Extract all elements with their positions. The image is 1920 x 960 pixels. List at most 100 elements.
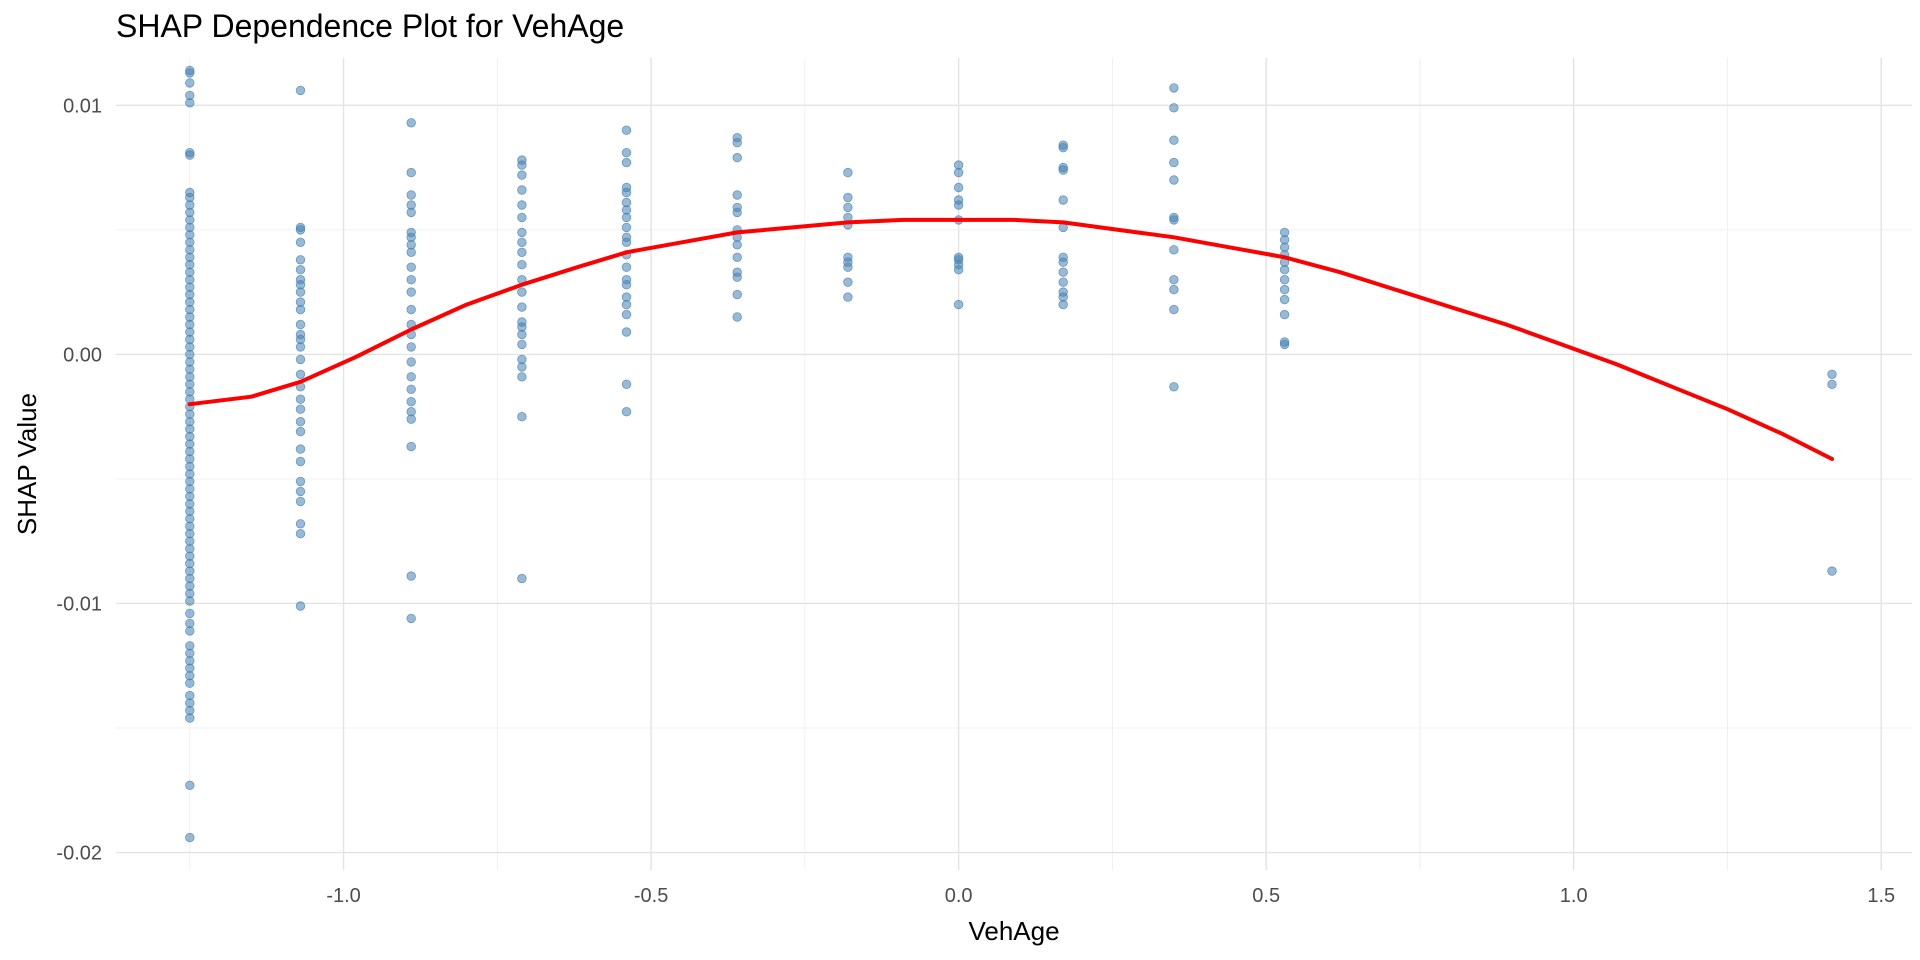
data-point — [1058, 142, 1068, 153]
data-point — [295, 85, 306, 96]
data-point — [406, 357, 416, 367]
major-gridlines — [116, 58, 1912, 870]
data-point — [406, 262, 416, 272]
x-tick-label: -0.5 — [634, 885, 668, 907]
data-point — [1058, 195, 1068, 205]
minor-gridlines — [116, 58, 1912, 870]
data-point — [843, 202, 853, 213]
data-point — [621, 407, 632, 417]
data-point — [406, 441, 416, 452]
data-point — [517, 412, 527, 422]
data-point — [295, 354, 306, 365]
data-point — [406, 571, 416, 581]
data-point — [621, 309, 632, 320]
data-point — [406, 287, 416, 297]
data-point — [1169, 175, 1179, 185]
data-point — [517, 362, 527, 372]
data-point — [1279, 284, 1290, 295]
data-point — [406, 342, 416, 352]
data-point — [295, 225, 306, 235]
y-tick-label: -0.01 — [56, 593, 102, 615]
data-point — [295, 476, 306, 487]
y-axis-tick-labels: -0.02 -0.01 0.00 0.01 — [56, 95, 102, 864]
data-point — [517, 170, 527, 180]
data-point — [406, 397, 416, 407]
data-point — [185, 78, 195, 88]
data-point — [406, 613, 416, 624]
x-tick-label: -1.0 — [326, 885, 360, 907]
data-point — [621, 299, 632, 310]
data-point — [1169, 275, 1179, 285]
data-point — [295, 496, 306, 507]
data-point — [1279, 339, 1290, 350]
data-point — [732, 272, 742, 282]
data-point — [185, 832, 195, 843]
data-point — [517, 185, 527, 195]
data-point — [1058, 277, 1068, 287]
data-point — [295, 369, 306, 380]
data-point — [1279, 294, 1290, 305]
data-point — [517, 339, 527, 350]
data-point — [295, 601, 306, 611]
data-point — [517, 372, 527, 382]
data-point — [517, 212, 527, 223]
data-point — [843, 262, 853, 272]
data-point — [1058, 257, 1068, 267]
y-tick-label: 0.00 — [63, 344, 102, 366]
data-point — [295, 255, 306, 265]
data-point — [517, 302, 527, 312]
scatter-points — [185, 65, 1837, 843]
data-point — [843, 192, 853, 203]
data-point — [621, 125, 632, 135]
data-point — [517, 160, 527, 170]
data-point — [295, 417, 306, 427]
data-point — [406, 207, 416, 218]
data-point — [406, 118, 416, 128]
data-point — [732, 152, 742, 163]
data-point — [732, 289, 742, 300]
data-point — [295, 404, 306, 414]
data-point — [406, 372, 416, 382]
data-point — [1827, 566, 1837, 576]
data-point — [295, 319, 306, 330]
data-point — [185, 98, 195, 108]
data-point — [1169, 215, 1179, 225]
data-point — [406, 167, 416, 178]
data-point — [732, 137, 742, 148]
data-point — [185, 68, 195, 78]
data-point — [295, 342, 306, 352]
data-point — [517, 200, 527, 210]
data-point — [1169, 135, 1179, 145]
y-axis-title: SHAP Value — [12, 393, 42, 535]
data-point — [732, 312, 742, 322]
data-point — [621, 212, 632, 223]
data-point — [621, 147, 632, 158]
data-point — [953, 265, 964, 275]
data-point — [1169, 157, 1179, 168]
data-point — [185, 678, 195, 688]
data-point — [1169, 103, 1179, 113]
x-axis-title: VehAge — [968, 916, 1059, 946]
data-point — [185, 150, 195, 160]
data-point — [406, 190, 416, 200]
data-point — [185, 596, 195, 606]
data-point — [843, 277, 853, 287]
data-point — [406, 247, 416, 258]
y-tick-label: -0.02 — [56, 843, 102, 865]
data-point — [1169, 382, 1179, 392]
data-point — [295, 304, 306, 315]
data-point — [1169, 304, 1179, 315]
chart-title: SHAP Dependence Plot for VehAge — [116, 8, 625, 44]
data-point — [732, 190, 742, 200]
data-point — [295, 265, 306, 275]
data-point — [406, 275, 416, 285]
data-point — [953, 200, 964, 210]
data-point — [295, 456, 306, 467]
x-axis-tick-labels: -1.0 -0.5 0.0 0.5 1.0 1.5 — [326, 885, 1895, 907]
data-point — [1169, 284, 1179, 295]
data-point — [621, 157, 632, 168]
data-point — [185, 608, 195, 619]
data-point — [621, 237, 632, 248]
data-point — [843, 292, 853, 302]
